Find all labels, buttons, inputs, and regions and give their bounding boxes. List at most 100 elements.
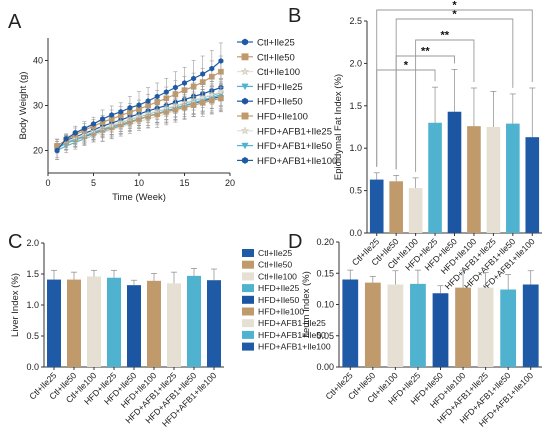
y-tick-label: 2.5 (349, 16, 362, 26)
bracket-line (376, 9, 533, 167)
legend-label: HFD+AFB1+Ile50 (258, 330, 326, 340)
y-tick-label: 1.5 (349, 101, 362, 111)
bar (207, 280, 221, 367)
legend-swatch (242, 342, 254, 351)
x-tick-label: 20 (225, 178, 235, 188)
significance-label: * (452, 9, 457, 21)
data-point (54, 147, 60, 154)
legend-marker (241, 156, 249, 164)
data-point (136, 102, 142, 108)
bar (187, 275, 201, 367)
significance-label: * (404, 60, 409, 72)
x-tick-label: 0 (45, 178, 50, 188)
y-tick-label: 0.00 (316, 362, 334, 372)
legend-label: HFD+AFB1+Ile50 (257, 141, 332, 152)
bar (522, 284, 539, 367)
data-point (100, 116, 106, 122)
legend-marker (241, 97, 249, 105)
bar (47, 279, 61, 367)
legend-swatch (242, 272, 254, 281)
bar (467, 126, 481, 233)
panel-letter-d: D (288, 231, 302, 253)
legend-label: HFD+Ile25 (257, 82, 303, 93)
data-point (182, 80, 187, 86)
significance-bracket: ** (415, 30, 475, 172)
bar (525, 137, 540, 233)
bracket-line (376, 69, 436, 167)
significance-label: * (452, 0, 457, 12)
bar (342, 279, 359, 367)
legend-label: Ctl+Ile100 (257, 67, 300, 78)
x-tick-label: 10 (134, 178, 144, 188)
bar (408, 188, 423, 233)
bar (107, 277, 121, 367)
bar (87, 276, 101, 367)
legend-label: Ctl+Ile50 (257, 52, 295, 63)
legend-swatch (242, 319, 254, 328)
panel-a-chart: 0 5 10 15 20 20 30 40 Time (Week) Body Weight (g)… (18, 38, 337, 204)
bar (410, 283, 426, 367)
bar (432, 293, 449, 367)
legend-label: HFD+Ile25 (258, 283, 300, 293)
legend-label: Ctl+Ile50 (258, 260, 292, 270)
data-point (172, 84, 178, 91)
data-point (199, 93, 207, 101)
legend-marker (241, 142, 249, 150)
legend-marker (241, 38, 249, 46)
legend-swatch (242, 260, 254, 269)
data-point (145, 98, 151, 104)
data-point (191, 75, 197, 82)
bracket-line (415, 39, 475, 172)
significance-bracket: * (376, 60, 436, 167)
legend-swatch (242, 307, 254, 316)
bar (147, 280, 161, 367)
y-tick-label: 0.05 (316, 331, 334, 341)
bar (447, 111, 462, 233)
legend-label: HFD+AFB1+Ile100 (258, 342, 331, 352)
y-tick-label: 30 (33, 101, 43, 111)
bar (477, 287, 494, 367)
significance-label: ** (440, 30, 449, 42)
panel-letter-c: C (8, 231, 22, 253)
data-point (63, 135, 69, 142)
bar (167, 283, 181, 367)
legend-marker (241, 53, 249, 61)
y-tick-label: 2.0 (349, 58, 362, 68)
y-tick-label: 20 (33, 146, 43, 156)
data-point (218, 58, 224, 64)
legend-marker (241, 112, 249, 120)
panel-b-chart: 0.0 0.5 1.0 1.5 2.0 2.5 Epididymal Fat Index (… (333, 0, 542, 295)
y-tick-label: 0.15 (316, 268, 334, 278)
data-point (91, 121, 96, 127)
bar (364, 282, 381, 367)
y-tick-label: 0.10 (316, 300, 334, 310)
legend-a: Ctl+Ile25 Ctl+Ile50 Ctl+Ile100 HFD+Ile25 HFD… (237, 38, 337, 167)
bar (486, 127, 501, 233)
panel-letter-a: A (8, 11, 22, 33)
bar (127, 285, 141, 367)
data-point (81, 125, 87, 132)
y-axis-label: Body Weight (g) (18, 72, 29, 140)
data-point (200, 71, 206, 77)
bar (67, 279, 81, 367)
bracket-line (395, 55, 455, 170)
legend-label: HFD+Ile100 (257, 112, 308, 123)
legend-label: HFD+Ile100 (258, 307, 304, 317)
legend-label: HFD+Ile50 (257, 97, 303, 108)
x-axis-label: Time (Week) (112, 192, 166, 203)
y-tick-label: 0.5 (26, 331, 39, 341)
legend-marker (241, 83, 249, 91)
legend-marker (240, 126, 250, 135)
panel-letter-b: B (288, 5, 301, 27)
legend-label: HFD+AFB1+Ile100 (257, 156, 337, 167)
series-ctl-ile25 (54, 42, 224, 160)
legend-swatch (242, 295, 254, 304)
bar (428, 122, 442, 233)
y-axis-label: Liver Index (%) (10, 273, 21, 337)
x-tick-label: 5 (91, 178, 96, 188)
y-tick-label: 0.0 (349, 228, 362, 238)
y-tick-label: 40 (33, 56, 43, 66)
data-point (72, 130, 78, 136)
